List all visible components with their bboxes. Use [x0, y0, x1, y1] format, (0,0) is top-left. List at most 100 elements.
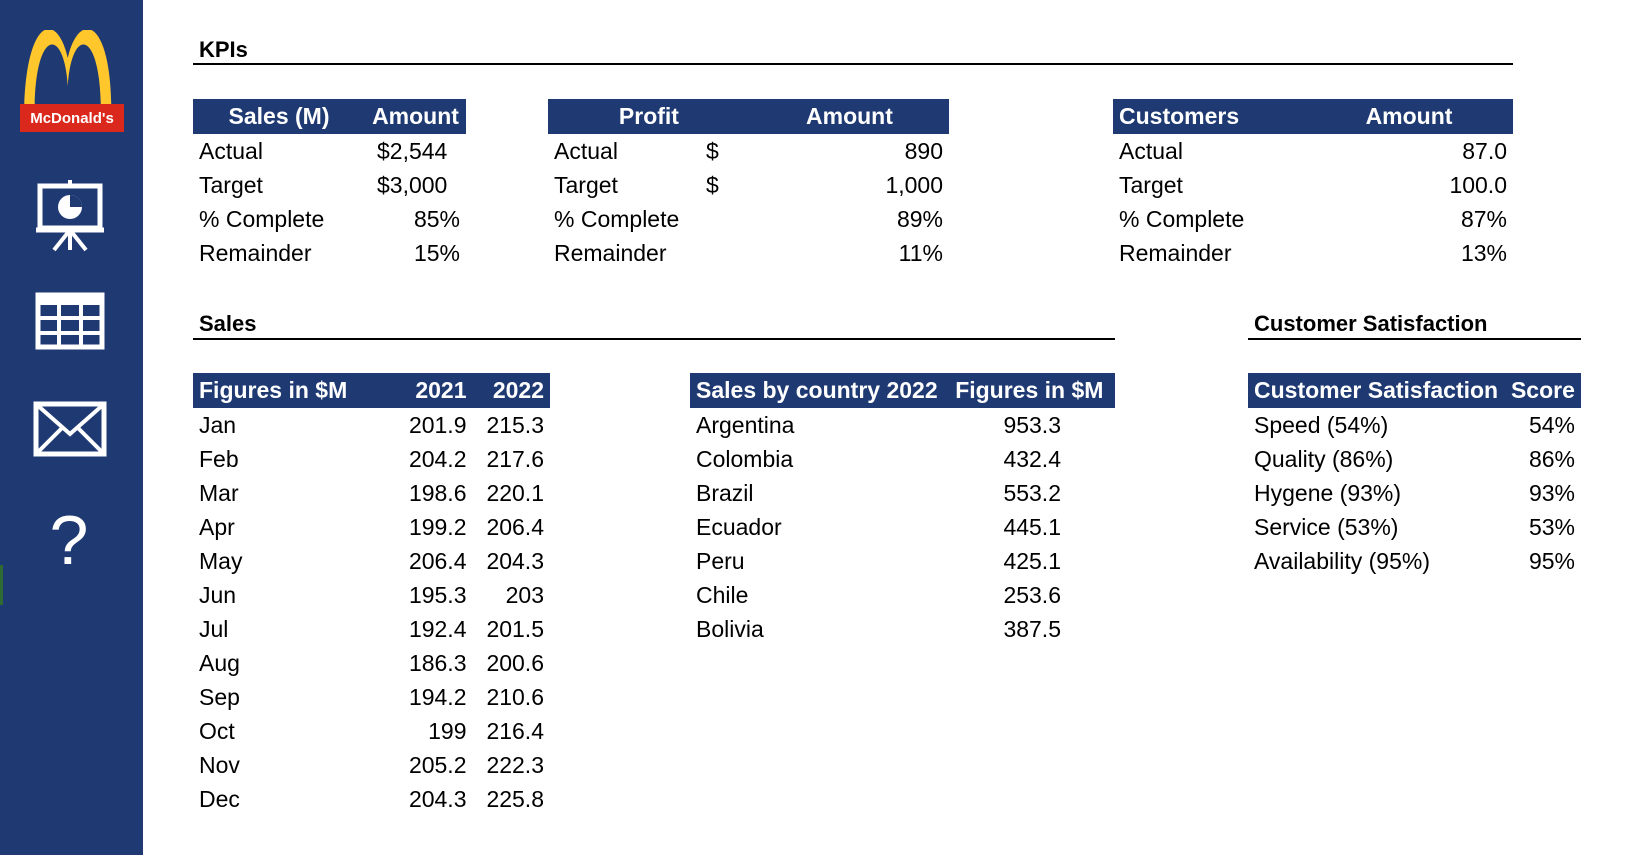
kpi-value: 87%	[1460, 205, 1507, 232]
month-cell: Aug	[199, 649, 240, 676]
profit-kpi-table: Profit Amount Actual $ 890 Target $ 1,00…	[548, 99, 949, 270]
kpi-label: Target	[199, 171, 263, 198]
value-2021: 198.6	[408, 479, 467, 506]
table-row: Sep 194.2 210.6	[193, 680, 550, 714]
table-row: Argentina 953.3	[690, 408, 1115, 442]
table-row: Apr 199.2 206.4	[193, 510, 550, 544]
country-value: 425.1	[1003, 547, 1061, 574]
year-2021-header: 2021	[395, 373, 473, 408]
year-2022-header: 2022	[472, 373, 550, 408]
table-row: Bolivia 387.5	[690, 612, 1115, 646]
table-row: Jul 192.4 201.5	[193, 612, 550, 646]
kpi-value: 13%	[1460, 239, 1507, 266]
sales-by-country-table: Sales by country 2022 Figures in $M Arge…	[690, 373, 1115, 646]
value-2022: 220.1	[486, 479, 544, 506]
country-value: 953.3	[1003, 411, 1061, 438]
mcdonalds-logo[interactable]: McDonald's	[18, 28, 126, 138]
month-cell: Dec	[199, 785, 240, 812]
table-row: % Complete 85%	[193, 202, 466, 236]
sales-title: Sales	[199, 311, 257, 336]
kpi-value: 890	[904, 137, 943, 164]
satisfaction-label: Service (53%)	[1254, 513, 1399, 540]
month-cell: Nov	[199, 751, 240, 778]
table-row: Mar 198.6 220.1	[193, 476, 550, 510]
kpi-label: Remainder	[554, 239, 667, 266]
presentation-chart-icon[interactable]	[30, 178, 110, 258]
kpi-currency	[700, 202, 750, 236]
satisfaction-score: 54%	[1528, 411, 1575, 438]
month-cell: Sep	[199, 683, 240, 710]
edge-marker	[0, 565, 3, 605]
country-cell: Chile	[696, 581, 749, 608]
profit-kpi-header: Profit	[548, 99, 750, 134]
month-cell: May	[199, 547, 243, 574]
sales-kpi-table: Sales (M) Amount Actual $2,544 Target $3…	[193, 99, 466, 270]
satisfaction-score: 53%	[1528, 513, 1575, 540]
value-2022: 210.6	[486, 683, 544, 710]
value-2022: 216.4	[486, 717, 544, 744]
table-row: Service (53%) 53%	[1248, 510, 1581, 544]
table-row: Nov 205.2 222.3	[193, 748, 550, 782]
table-row: Aug 186.3 200.6	[193, 646, 550, 680]
table-row: Oct 199 216.4	[193, 714, 550, 748]
score-header: Score	[1504, 373, 1581, 408]
value-2022: 203	[505, 581, 544, 608]
kpi-label: Remainder	[199, 239, 312, 266]
kpi-value: 11%	[898, 239, 943, 266]
table-grid-icon[interactable]	[30, 283, 110, 363]
table-row: Target $3,000	[193, 168, 466, 202]
profit-kpi-amount-header: Amount	[749, 99, 949, 134]
table-row: Remainder 13%	[1113, 236, 1513, 270]
country-value: 253.6	[1003, 581, 1061, 608]
satisfaction-score: 95%	[1528, 547, 1575, 574]
kpi-value: $3,000	[377, 171, 448, 198]
kpis-title: KPIs	[199, 37, 248, 62]
country-value: 553.2	[1003, 479, 1061, 506]
value-2021: 199.2	[408, 513, 467, 540]
table-row: Actual 87.0	[1113, 134, 1513, 168]
country-figures-header: Figures in $M	[943, 373, 1115, 408]
value-2022: 201.5	[486, 615, 544, 642]
kpi-currency: $	[706, 171, 719, 198]
table-row: May 206.4 204.3	[193, 544, 550, 578]
satisfaction-header: Customer Satisfaction	[1248, 373, 1505, 408]
kpi-value: 100.0	[1449, 171, 1507, 198]
table-row: Actual $2,544	[193, 134, 466, 168]
satisfaction-label: Availability (95%)	[1254, 547, 1430, 574]
value-2021: 201.9	[408, 411, 467, 438]
kpi-currency: $	[706, 137, 719, 164]
table-row: Colombia 432.4	[690, 442, 1115, 476]
kpi-label: Actual	[199, 137, 263, 164]
table-row: Target $ 1,000	[548, 168, 949, 202]
table-row: Ecuador 445.1	[690, 510, 1115, 544]
table-row: Brazil 553.2	[690, 476, 1115, 510]
kpi-value: 89%	[896, 205, 943, 232]
table-row: Peru 425.1	[690, 544, 1115, 578]
month-cell: Apr	[199, 513, 235, 540]
country-value: 432.4	[1003, 445, 1061, 472]
country-cell: Argentina	[696, 411, 795, 438]
envelope-icon[interactable]	[30, 390, 110, 470]
value-2021: 204.3	[408, 785, 467, 812]
country-cell: Colombia	[696, 445, 794, 472]
country-value: 445.1	[1003, 513, 1061, 540]
help-icon[interactable]: ?	[49, 501, 89, 579]
value-2022: 204.3	[486, 547, 544, 574]
month-cell: Jul	[199, 615, 229, 642]
sales-rule	[193, 338, 1115, 340]
kpi-value: 15%	[413, 239, 460, 266]
kpi-label: % Complete	[1119, 205, 1245, 232]
customers-kpi-header: Customers	[1113, 99, 1305, 134]
table-row: Target 100.0	[1113, 168, 1513, 202]
month-cell: Mar	[199, 479, 239, 506]
sales-kpi-header: Sales (M)	[193, 99, 365, 134]
customers-kpi-table: Customers Amount Actual 87.0 Target 100.…	[1113, 99, 1513, 270]
satisfaction-title: Customer Satisfaction	[1254, 311, 1488, 336]
table-row: % Complete 87%	[1113, 202, 1513, 236]
value-2022: 200.6	[486, 649, 544, 676]
month-cell: Oct	[199, 717, 235, 744]
value-2021: 205.2	[408, 751, 467, 778]
value-2022: 206.4	[486, 513, 544, 540]
kpi-label: % Complete	[554, 205, 680, 232]
month-cell: Jun	[199, 581, 237, 608]
